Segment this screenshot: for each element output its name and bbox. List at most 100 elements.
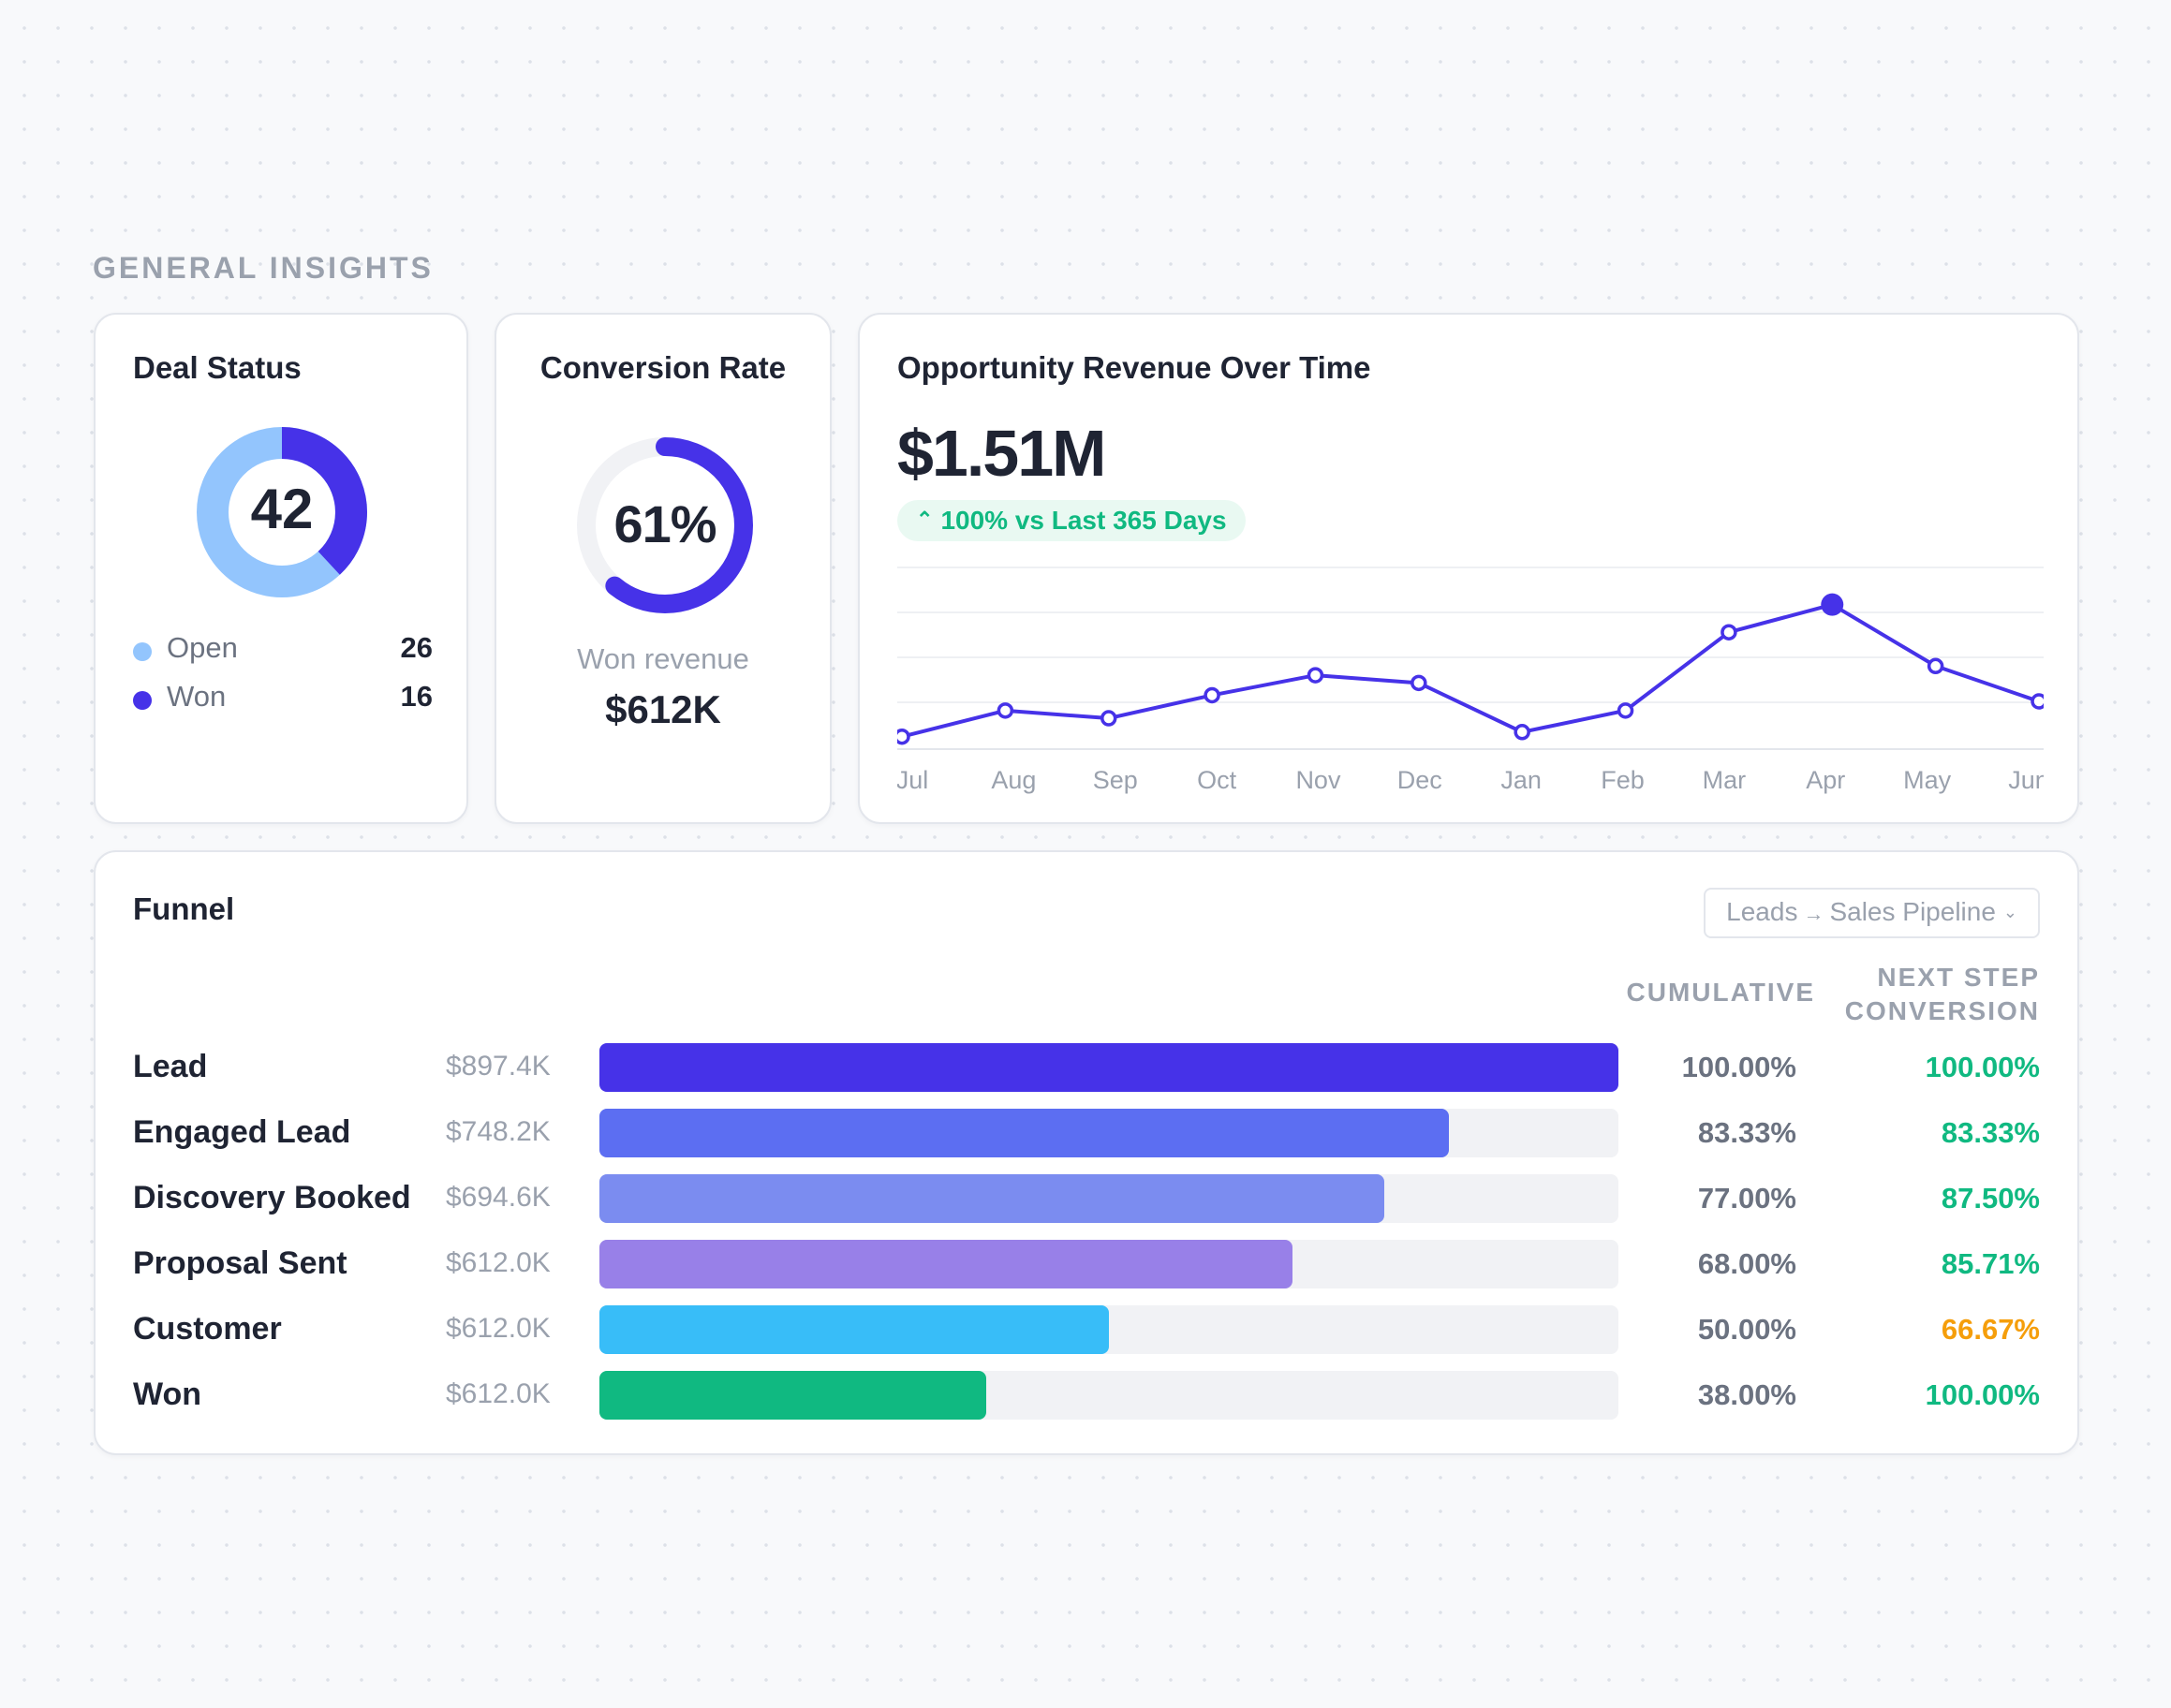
funnel-row: Customer $612.0K 50.00% 66.67% — [96, 1305, 2077, 1354]
legend-value-open: 26 — [400, 631, 433, 664]
deal-status-title: Deal Status — [133, 350, 302, 385]
funnel-row: Discovery Booked $694.6K 77.00% 87.50% — [96, 1174, 2077, 1223]
revenue-card: Opportunity Revenue Over Time $1.51M ⌃ 10… — [858, 313, 2079, 824]
caret-up-icon: ⌃ — [916, 508, 934, 531]
funnel-bar-track — [599, 1109, 1618, 1157]
funnel-next-step-conversion: 100.00% — [1925, 1051, 2040, 1083]
funnel-bar-track — [599, 1371, 1618, 1420]
x-tick-label: Nov — [1295, 766, 1341, 794]
funnel-cumulative: 50.00% — [1697, 1313, 1796, 1346]
deal-status-card: Deal Status 42 Open 26 Won 16 — [94, 313, 468, 824]
funnel-bar — [599, 1240, 1292, 1288]
funnel-next-step-conversion: 83.33% — [1941, 1116, 2040, 1149]
revenue-title: Opportunity Revenue Over Time — [897, 350, 1371, 385]
revenue-change-text: 100% vs Last 365 Days — [940, 506, 1227, 535]
x-tick-label: Mar — [1703, 766, 1747, 794]
donut-segment-won — [197, 427, 367, 597]
x-tick-label: May — [1903, 766, 1952, 794]
funnel-bar-track — [599, 1043, 1618, 1092]
funnel-card: Funnel Leads → Sales Pipeline ⌄ CUMULATIVE … — [94, 850, 2079, 1455]
funnel-title: Funnel — [133, 891, 235, 926]
funnel-bar — [599, 1109, 1449, 1157]
conversion-rate-title: Conversion Rate — [539, 350, 787, 385]
revenue-total: $1.51M — [897, 417, 1106, 490]
pipeline-dropdown[interactable]: Leads → Sales Pipeline ⌄ — [1704, 888, 2040, 938]
x-tick-label: Jul — [897, 766, 928, 794]
funnel-cumulative: 77.00% — [1697, 1182, 1796, 1215]
data-point[interactable] — [1514, 724, 1530, 741]
won-revenue-value: $612K — [605, 687, 721, 731]
column-header-next-step-conversion: NEXT STEP CONVERSION — [1845, 961, 2040, 1028]
funnel-stage-amount: $612.0K — [446, 1247, 551, 1278]
section-title: GENERAL INSIGHTS — [93, 251, 434, 285]
x-tick-label: Dec — [1397, 766, 1442, 794]
funnel-next-step-conversion: 85.71% — [1941, 1247, 2040, 1280]
funnel-stage-amount: $897.4K — [446, 1051, 551, 1082]
legend-label-open: Open — [167, 631, 238, 664]
data-point[interactable] — [1204, 686, 1220, 704]
funnel-cumulative: 68.00% — [1697, 1247, 1796, 1280]
funnel-stage-amount: $694.6K — [446, 1182, 551, 1213]
conversion-ring: 61% — [577, 437, 753, 613]
funnel-stage-label: Customer — [133, 1311, 282, 1347]
data-point[interactable] — [897, 728, 910, 745]
data-point[interactable] — [1307, 667, 1324, 684]
column-header-next-line2: CONVERSION — [1844, 996, 2040, 1025]
x-tick-label: Oct — [1197, 766, 1237, 794]
funnel-row: Won $612.0K 38.00% 100.00% — [96, 1371, 2077, 1420]
funnel-bar — [599, 1174, 1384, 1223]
data-point[interactable] — [1927, 657, 1944, 675]
funnel-bar-track — [599, 1240, 1618, 1288]
deal-status-donut: 42 — [197, 427, 367, 597]
funnel-bar — [599, 1305, 1109, 1354]
funnel-stage-label: Engaged Lead — [133, 1114, 351, 1150]
funnel-bar — [599, 1043, 1618, 1092]
funnel-stage-label: Proposal Sent — [133, 1245, 347, 1281]
revenue-change-badge: ⌃ 100% vs Last 365 Days — [897, 500, 1246, 541]
won-revenue-label: Won revenue — [577, 642, 749, 675]
data-point[interactable] — [997, 702, 1014, 719]
data-point[interactable] — [2031, 693, 2044, 710]
funnel-bar-track — [599, 1174, 1618, 1223]
data-point-highlight[interactable] — [1821, 593, 1844, 616]
dropdown-target: Sales Pipeline — [1829, 897, 1996, 926]
data-point[interactable] — [1100, 710, 1117, 727]
funnel-stage-label: Won — [133, 1377, 202, 1412]
dropdown-source: Leads — [1726, 897, 1798, 926]
deal-total: 42 — [251, 478, 314, 540]
x-tick-label: Sep — [1093, 766, 1138, 794]
funnel-bar — [599, 1371, 987, 1420]
x-tick-label: Aug — [991, 766, 1036, 794]
legend-dot-open — [133, 642, 152, 661]
legend-item-open: Open 26 — [133, 629, 433, 667]
funnel-next-step-conversion: 100.00% — [1925, 1378, 2040, 1411]
legend-item-won: Won 16 — [133, 678, 433, 715]
funnel-stage-label: Lead — [133, 1049, 208, 1084]
data-point[interactable] — [1410, 674, 1427, 692]
column-header-next-line1: NEXT STEP — [1877, 963, 2040, 992]
funnel-next-step-conversion: 87.50% — [1941, 1182, 2040, 1215]
funnel-row: Proposal Sent $612.0K 68.00% 85.71% — [96, 1240, 2077, 1288]
funnel-cumulative: 83.33% — [1697, 1116, 1796, 1149]
legend-dot-won — [133, 691, 152, 710]
funnel-stage-amount: $748.2K — [446, 1116, 551, 1147]
conversion-percent: 61% — [613, 494, 716, 553]
column-header-cumulative: CUMULATIVE — [1626, 978, 1815, 1007]
chevron-down-icon: ⌄ — [2002, 903, 2017, 921]
funnel-cumulative: 100.00% — [1681, 1051, 1796, 1083]
x-tick-label: Apr — [1806, 766, 1845, 794]
funnel-row: Lead $897.4K 100.00% 100.00% — [96, 1043, 2077, 1092]
funnel-cumulative: 38.00% — [1697, 1378, 1796, 1411]
conversion-rate-card: Conversion Rate 61% Won revenue $612K — [495, 313, 832, 824]
data-point[interactable] — [1721, 624, 1737, 640]
x-tick-label: Jan — [1500, 766, 1542, 794]
funnel-stage-amount: $612.0K — [446, 1313, 551, 1344]
legend-value-won: 16 — [400, 680, 433, 713]
data-point[interactable] — [1617, 702, 1634, 719]
funnel-next-step-conversion: 66.67% — [1941, 1313, 2040, 1346]
legend-label-won: Won — [167, 680, 227, 713]
x-tick-label: Jun — [2008, 766, 2044, 794]
funnel-bar-track — [599, 1305, 1618, 1354]
revenue-line-chart: Jul Aug Sep Oct Nov Dec Jan Feb Mar Apr May Jun — [897, 567, 2044, 794]
funnel-row: Engaged Lead $748.2K 83.33% 83.33% — [96, 1109, 2077, 1157]
